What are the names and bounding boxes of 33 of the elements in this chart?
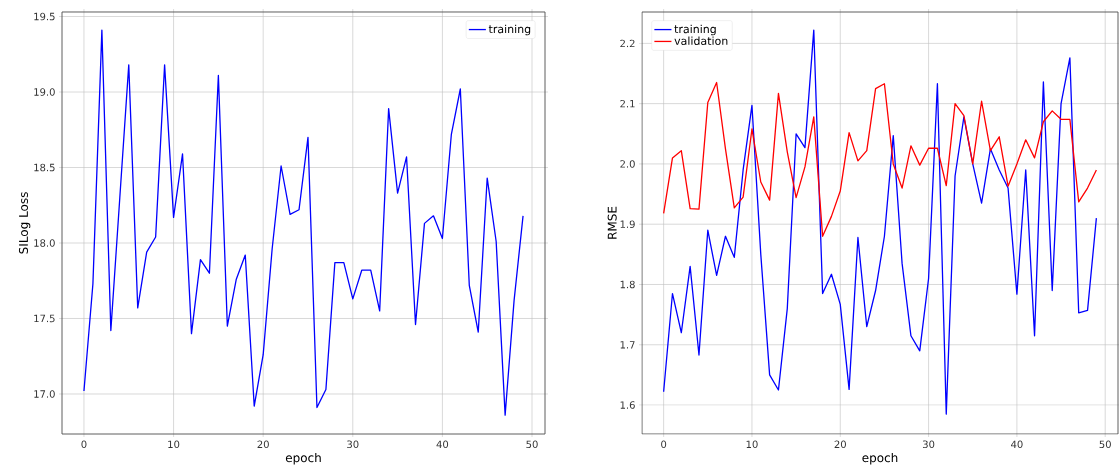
- y-axis-title: SILog Loss: [18, 192, 31, 254]
- legend-label: training: [488, 24, 531, 36]
- x-tick-label: 10: [746, 440, 758, 449]
- x-tick-label: 30: [922, 440, 935, 449]
- x-axis-title: epoch: [862, 452, 898, 465]
- x-tick-label: 0: [81, 440, 87, 449]
- legend-label: training: [674, 24, 716, 36]
- y-tick-label: 1.7: [620, 341, 635, 349]
- y-tick-label: 19.5: [34, 12, 55, 21]
- x-tick-label: 40: [436, 440, 449, 449]
- y-tick-label: 2.2: [620, 39, 635, 48]
- y-tick-label: 1.8: [620, 280, 635, 289]
- line-series: [662, 81, 1098, 237]
- x-tick-label: 0: [661, 440, 667, 449]
- x-tick-label: 30: [347, 440, 359, 449]
- x-axis-title: epoch: [285, 452, 321, 465]
- y-tick-label: 19.0: [34, 88, 55, 96]
- y-tick-label: 17.0: [34, 390, 55, 398]
- x-tick-label: 50: [526, 440, 538, 449]
- y-tick-label: 18.5: [34, 163, 55, 172]
- y-axis-title: RMSE: [607, 206, 617, 239]
- x-tick-label: 10: [168, 440, 180, 449]
- y-tick-label: 1.9: [620, 220, 635, 228]
- x-tick-label: 50: [1099, 440, 1111, 449]
- x-tick-label: 20: [257, 440, 269, 449]
- legend-label: validation: [674, 36, 728, 46]
- y-tick-label: 2.1: [620, 99, 635, 108]
- x-tick-label: 40: [1011, 440, 1023, 449]
- x-tick-label: 20: [834, 440, 846, 449]
- y-tick-label: 1.6: [620, 401, 635, 409]
- y-tick-label: 2.0: [620, 160, 635, 168]
- y-tick-label: 17.5: [34, 314, 55, 323]
- y-tick-label: 18.0: [34, 239, 55, 247]
